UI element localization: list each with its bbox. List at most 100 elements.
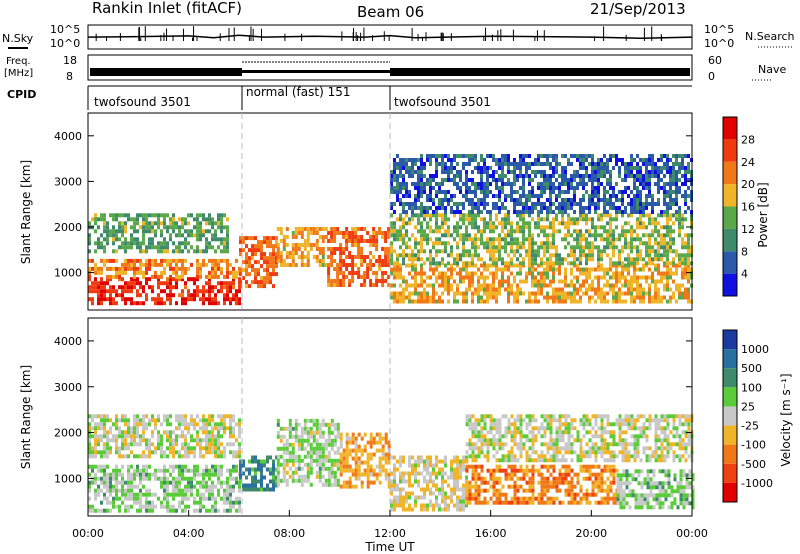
heatmap-cell [193,225,196,230]
heatmap-cell [223,274,226,279]
heatmap-cell [492,263,495,268]
heatmap-cell [627,186,630,190]
heatmap-cell [390,261,393,266]
y-tick-label: 4000 [54,130,82,143]
heatmap-cell [483,206,486,210]
heatmap-cell [405,182,408,186]
heatmap-cell [269,487,272,492]
heatmap-cell [282,446,286,451]
heatmap-cell [154,426,157,431]
heatmap-cell [420,210,423,214]
heatmap-cell [438,154,441,158]
heatmap-cell [591,186,594,190]
heatmap-cell [124,249,127,254]
heatmap-cell [357,468,361,473]
heatmap-cell [537,263,540,268]
heatmap-cell [242,240,245,245]
heatmap-cell [546,213,549,218]
heatmap-cell [378,231,382,235]
heatmap-cell [366,460,370,465]
heatmap-cell [145,488,148,493]
heatmap-cell [570,261,573,266]
heatmap-cell [387,484,391,489]
heatmap-cell [226,468,229,473]
heatmap-cell [163,249,166,254]
heatmap-cell [486,245,489,250]
heatmap-cell [498,162,501,166]
heatmap-cell [465,253,468,258]
heatmap-cell [504,194,507,198]
heatmap-cell [124,414,127,419]
heatmap-cell [687,249,690,254]
heatmap-cell [318,422,322,427]
heatmap-cell [528,206,531,210]
heatmap-cell [573,174,576,178]
heatmap-cell [272,459,275,464]
heatmap-cell [133,422,136,427]
heatmap-cell [130,442,133,447]
heatmap-cell [202,229,205,234]
heatmap-cell [220,237,223,242]
heatmap-cell [351,239,355,243]
heatmap-cell [133,217,136,222]
heatmap-cell [537,217,540,222]
heatmap-cell [420,291,423,296]
heatmap-cell [510,190,513,194]
heatmap-cell [618,287,621,292]
heatmap-cell [124,430,127,435]
heatmap-cell [504,162,507,166]
heatmap-cell [465,299,468,304]
heatmap-cell [669,249,672,254]
heatmap-cell [543,275,546,280]
heatmap-cell [669,275,672,280]
heatmap-cell [660,237,663,242]
heatmap-cell [429,182,432,186]
heatmap-cell [130,430,133,435]
heatmap-cell [321,239,325,243]
heatmap-cell [136,496,139,501]
heatmap-cell [318,263,322,267]
heatmap-cell [297,442,301,447]
heatmap-cell [345,456,349,461]
heatmap-cell [118,293,121,298]
heatmap-cell [190,277,193,282]
heatmap-cell [351,263,355,267]
heatmap-cell [145,464,148,469]
heatmap-cell [516,271,519,276]
heatmap-cell [154,245,157,250]
heatmap-cell [474,182,477,186]
heatmap-cell [348,255,352,259]
heatmap-cell [555,291,558,296]
heatmap-cell [477,299,480,304]
heatmap-cell [306,231,310,235]
heatmap-cell [612,299,615,304]
heatmap-cell [91,504,94,509]
heatmap-cell [399,213,402,218]
heatmap-cell [630,202,633,206]
heatmap-cell [133,262,136,267]
heatmap-cell [272,487,275,492]
heatmap-cell [97,285,100,290]
heatmap-cell [579,174,582,178]
heatmap-cell [417,463,420,468]
heatmap-cell [254,260,257,265]
heatmap-cell [223,508,226,513]
heatmap-cell [684,182,687,186]
heatmap-cell [579,206,582,210]
heatmap-cell [269,471,272,476]
heatmap-cell [239,479,242,484]
heatmap-cell [306,259,310,263]
heatmap-cell [657,170,660,174]
heatmap-cell [154,274,157,279]
heatmap-cell [121,488,124,493]
heatmap-cell [555,299,558,304]
heatmap-cell [157,217,160,222]
heatmap-cell [672,154,675,158]
heatmap-cell [190,434,193,439]
heatmap-cell [254,455,257,460]
heatmap-cell [303,462,307,467]
heatmap-cell [300,434,304,439]
heatmap-cell [260,467,263,472]
heatmap-cell [178,418,181,423]
heatmap-cell [420,275,423,280]
